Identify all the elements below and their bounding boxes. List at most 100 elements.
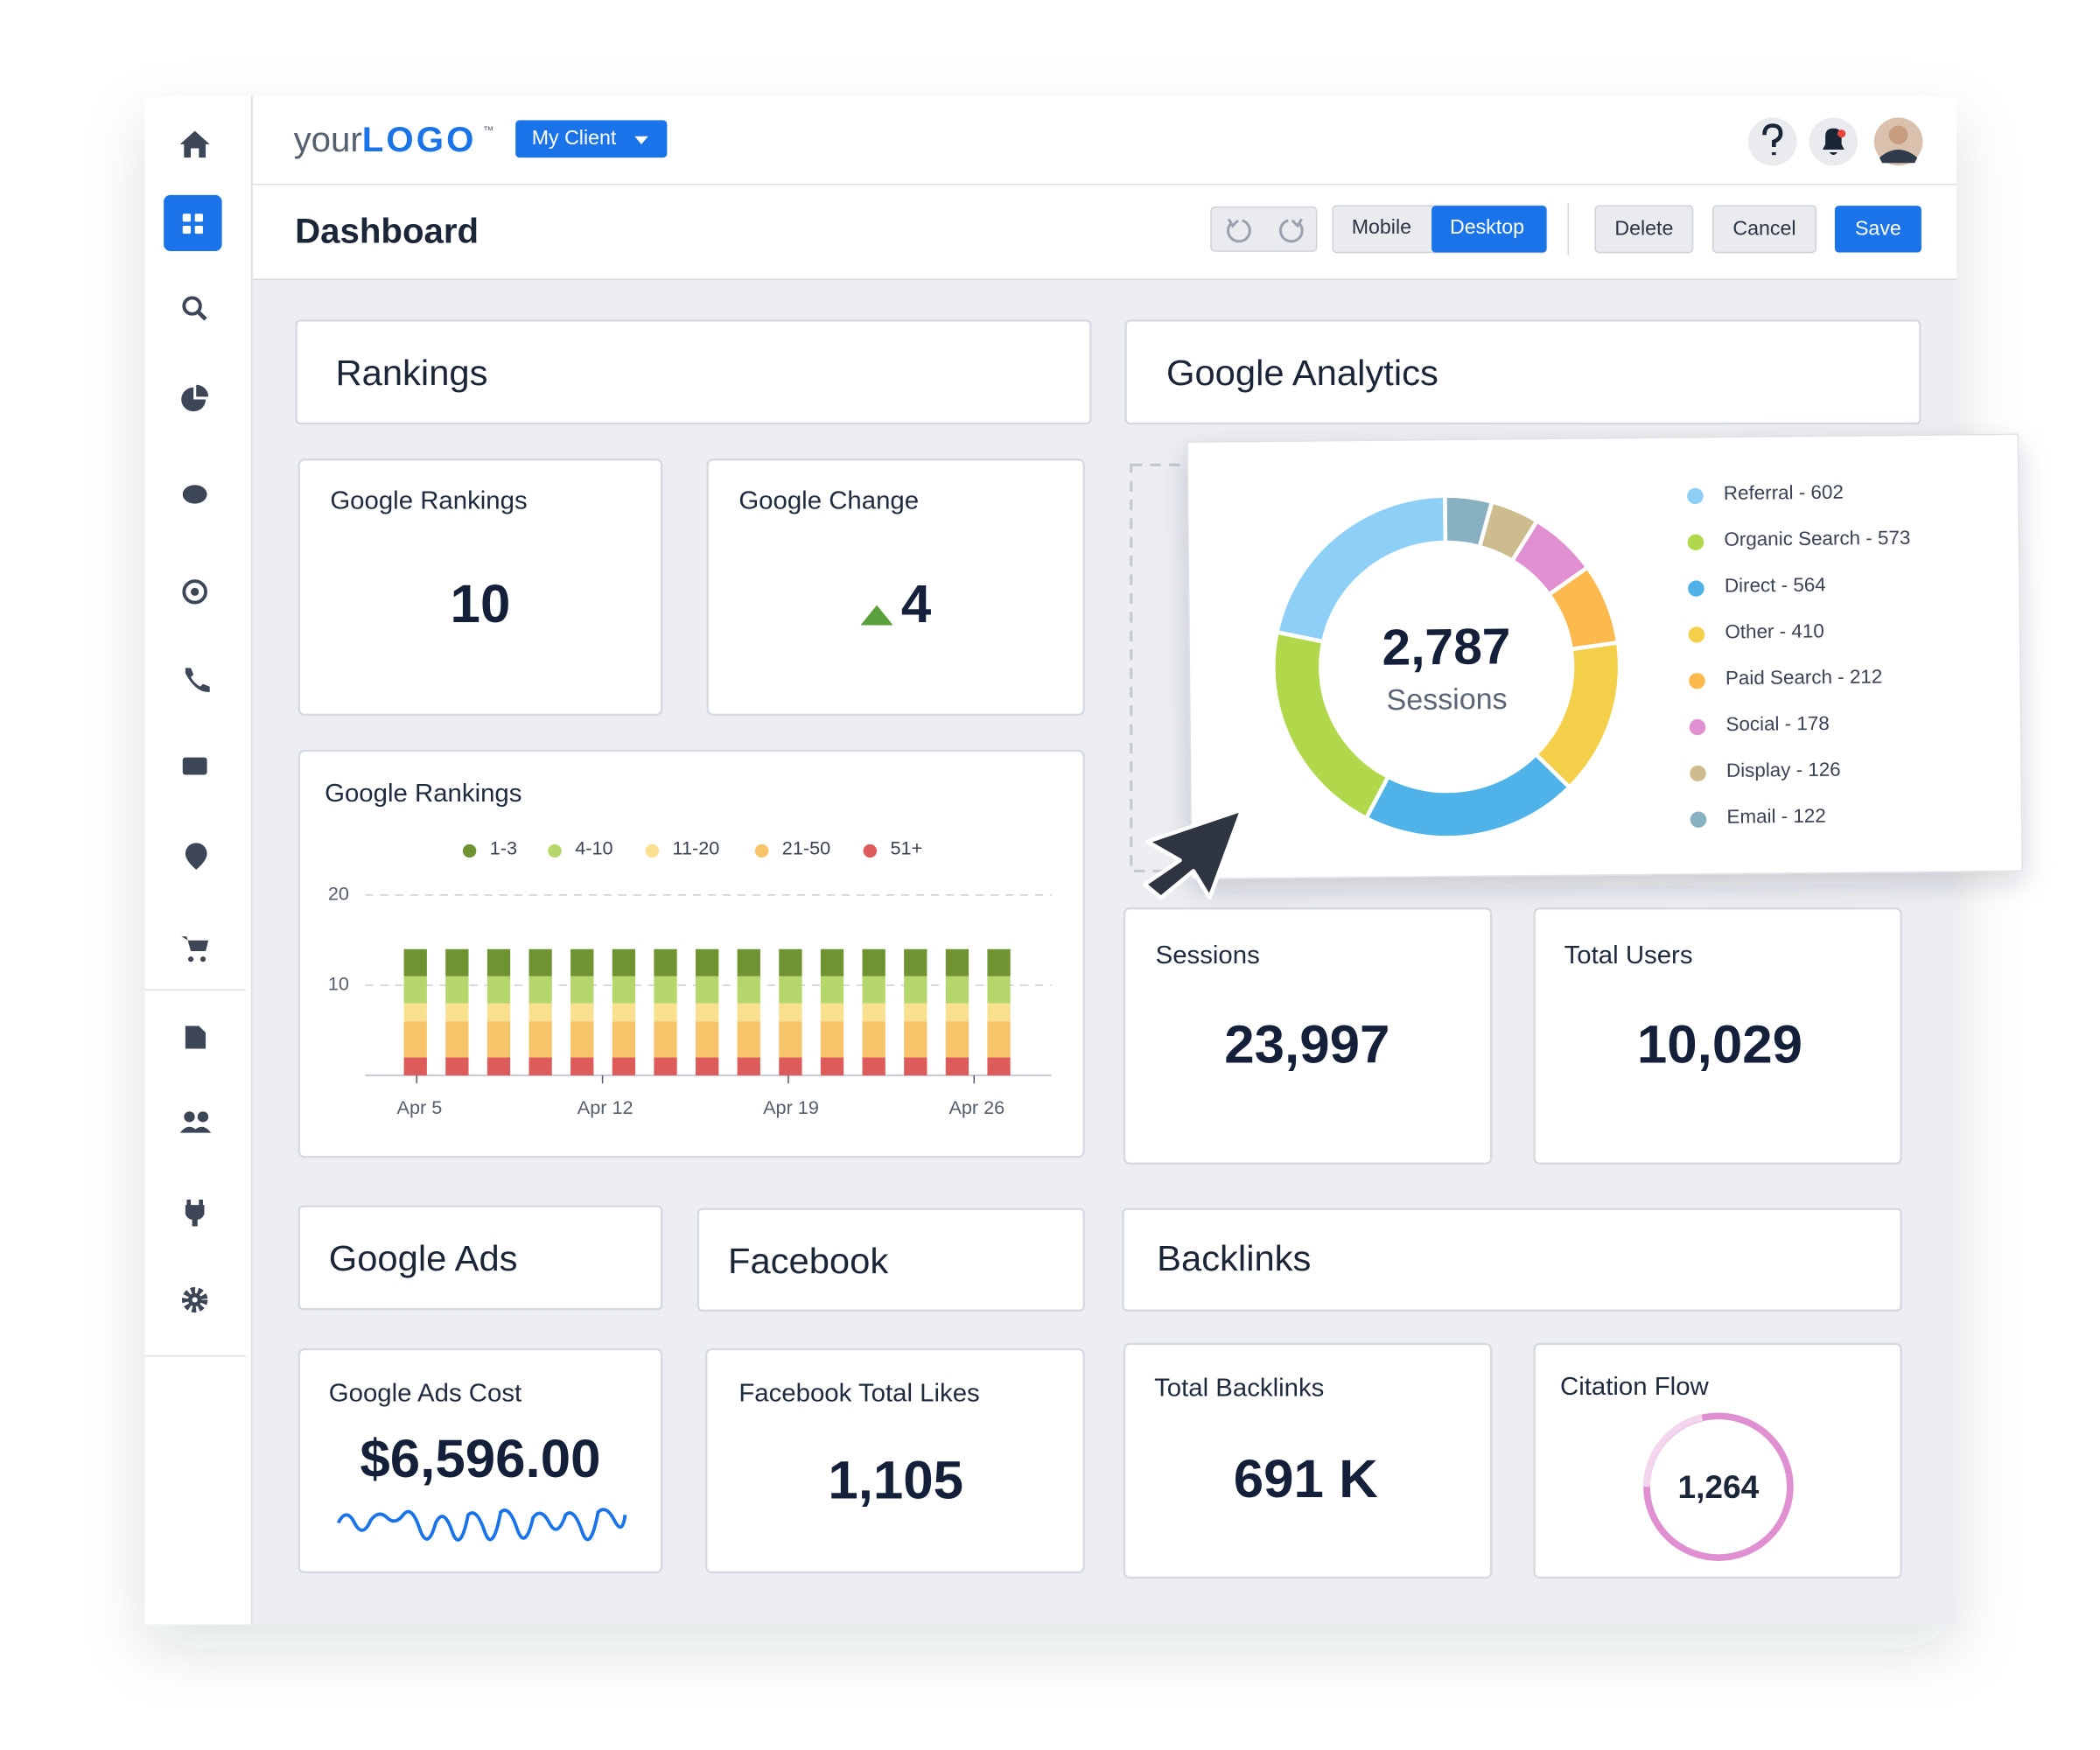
cancel-button[interactable] (1712, 205, 1817, 254)
bar-segment (987, 976, 1011, 1004)
client-dropdown[interactable] (515, 120, 668, 158)
integrations-icon[interactable] (185, 1199, 205, 1227)
cart-icon[interactable] (181, 936, 209, 962)
up-arrow (860, 605, 893, 626)
legend-marker (548, 844, 562, 858)
bar-segment (612, 948, 636, 976)
bar-segment (570, 1021, 594, 1058)
bar-segment (737, 1057, 760, 1076)
y-tick-label: 10 (328, 974, 349, 995)
legend-marker (863, 844, 878, 858)
metric-title: Citation Flow (1560, 1373, 1710, 1401)
bar-segment (779, 948, 802, 976)
metric-card (1123, 907, 1493, 1165)
bar-segment (612, 1003, 636, 1022)
legend-label: Paid Search - 212 (1726, 666, 1883, 690)
metric-card (1123, 1342, 1493, 1579)
bar-segment (820, 1003, 844, 1022)
metric-value: 1,264 (1677, 1469, 1759, 1505)
legend-marker (462, 844, 477, 858)
bar-segment (486, 1021, 511, 1058)
chat-icon[interactable] (182, 485, 207, 504)
bar-segment (528, 1057, 552, 1076)
bar-segment (528, 948, 552, 976)
bar-segment (570, 948, 594, 976)
desktop-button[interactable] (1432, 206, 1547, 253)
section-card (298, 1205, 663, 1311)
bar-segment (528, 976, 552, 1004)
bar-segment (486, 1003, 511, 1022)
phone-icon[interactable] (185, 668, 210, 692)
legend-marker (754, 844, 769, 858)
x-tick-label: Apr 19 (763, 1097, 819, 1118)
bar-segment (904, 976, 928, 1004)
bar-segment (695, 1057, 719, 1076)
bar-segment (403, 1003, 427, 1022)
help-glyph (1762, 123, 1783, 156)
legend-label: 1-3 (490, 838, 517, 859)
location-icon[interactable] (185, 843, 207, 870)
target-icon[interactable] (182, 579, 207, 605)
bar-segment (987, 1003, 1011, 1022)
legend-label: Display - 126 (1726, 759, 1841, 781)
users-icon[interactable] (179, 1111, 212, 1133)
metric-title: Sessions (1156, 942, 1260, 970)
bar-segment (779, 1057, 802, 1076)
bar-segment (987, 1021, 1011, 1058)
bar-segment (570, 976, 594, 1004)
undo-button[interactable] (1227, 218, 1251, 243)
cursor (1142, 807, 1244, 900)
header (253, 95, 1957, 280)
legend-label: 4-10 (575, 838, 612, 859)
bar-segment (737, 1003, 760, 1022)
bar-segment (528, 1021, 552, 1058)
home-icon[interactable] (179, 130, 210, 158)
avatar-shirt (1879, 149, 1918, 164)
metric-title: Google Ads Cost (329, 1380, 522, 1408)
file-icon[interactable] (185, 1026, 206, 1049)
bar-segment (862, 948, 886, 976)
bar-segment (612, 1021, 636, 1058)
citation-ring-track (1643, 1414, 1704, 1488)
search-icon[interactable] (182, 296, 207, 321)
bar-segment (987, 948, 1011, 976)
settings-icon[interactable] (181, 1286, 208, 1312)
reports-icon[interactable] (181, 384, 209, 412)
bar-segment (779, 1003, 802, 1022)
bar-segment (862, 976, 886, 1004)
bar-segment (403, 1021, 427, 1058)
bar-segment (820, 948, 844, 976)
bar-segment (904, 1021, 928, 1058)
legend-marker (1688, 580, 1704, 597)
legend-marker (1687, 487, 1704, 505)
bar-segment (737, 976, 760, 1004)
mobile-button[interactable]: Mobile (1352, 215, 1411, 238)
delete-button[interactable] (1594, 205, 1694, 254)
y-tick-label: 20 (328, 884, 349, 905)
bar-segment (695, 1003, 719, 1022)
metric-title: Google Rankings (330, 487, 527, 515)
save-button[interactable] (1834, 206, 1922, 253)
notification-dot (1838, 130, 1846, 138)
redo-button[interactable] (1278, 218, 1304, 243)
bar-segment (945, 948, 970, 976)
bar-segment (528, 1003, 552, 1022)
bar-segment (779, 976, 802, 1004)
dashboard-icon-active[interactable] (164, 194, 222, 252)
bar-segment (445, 976, 469, 1004)
sidebar-icons (144, 130, 247, 1357)
bar-segment (486, 976, 511, 1004)
metric-value: 23,997 (1224, 1015, 1390, 1075)
metric-value: 10,029 (1637, 1015, 1802, 1075)
section-card (1124, 319, 1922, 425)
logo-prefix: your (294, 121, 362, 159)
legend-marker (645, 844, 660, 858)
donut-chart: 2,787 Sessions Referral - 602 Organic Searc… (1271, 481, 1910, 840)
bar-segment (737, 948, 760, 976)
dropdown-caret (634, 136, 648, 144)
mail-icon[interactable] (182, 757, 207, 775)
bar-segment (862, 1021, 886, 1058)
bar-segment (862, 1057, 886, 1076)
desktop-label: Desktop (1450, 215, 1524, 238)
